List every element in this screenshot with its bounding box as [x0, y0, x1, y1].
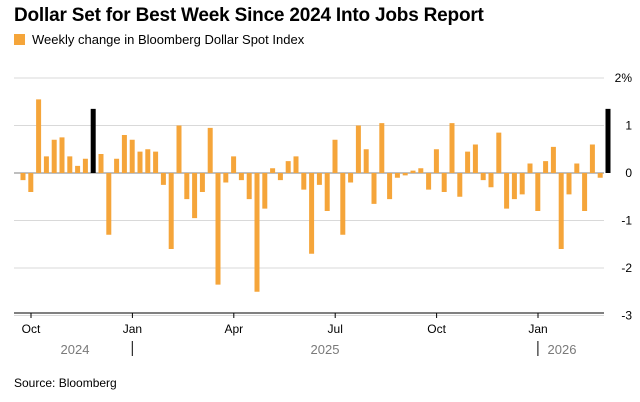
legend-label: Weekly change in Bloomberg Dollar Spot I…: [32, 32, 305, 47]
y-tick-label: -1: [621, 214, 632, 228]
bar: [36, 99, 42, 173]
bar: [426, 173, 432, 190]
bar: [496, 132, 502, 173]
year-label: 2025: [311, 342, 340, 357]
bar: [363, 149, 369, 173]
x-tick-label: Jan: [123, 322, 142, 336]
highlight-bar: [90, 108, 96, 173]
bar: [433, 149, 439, 173]
bar: [59, 137, 65, 173]
bar: [543, 161, 549, 173]
bar: [114, 158, 120, 173]
bar: [262, 173, 268, 209]
bar: [410, 170, 416, 173]
x-tick-label: Jan: [528, 322, 547, 336]
bar: [223, 173, 229, 183]
bar: [348, 173, 354, 183]
bar: [558, 173, 564, 249]
bar: [519, 173, 525, 195]
bar: [550, 146, 556, 173]
y-tick-label: -3: [621, 309, 632, 323]
bar: [145, 149, 151, 173]
year-label: 2026: [548, 342, 577, 357]
bar: [355, 125, 361, 173]
legend: Weekly change in Bloomberg Dollar Spot I…: [14, 32, 304, 47]
bar: [82, 158, 88, 173]
year-label: 2024: [61, 342, 90, 357]
bar: [582, 173, 588, 211]
bar: [153, 151, 159, 173]
chart-title: Dollar Set for Best Week Since 2024 Into…: [14, 5, 484, 26]
bar: [106, 173, 112, 235]
bar: [238, 173, 244, 181]
bar: [324, 173, 330, 211]
bar: [67, 156, 73, 173]
bar: [121, 135, 127, 173]
bar: [192, 173, 198, 219]
bar: [589, 144, 595, 173]
source-note: Source: Bloomberg: [14, 376, 117, 390]
bar: [394, 173, 400, 178]
bar: [511, 173, 517, 200]
bar: [176, 125, 182, 173]
bar: [457, 173, 463, 197]
bar: [231, 156, 237, 173]
bar: [51, 139, 57, 173]
bar: [371, 173, 377, 204]
bar: [387, 173, 393, 200]
bar: [301, 173, 307, 190]
bar: [418, 168, 424, 173]
bar: [504, 173, 510, 209]
bar: [480, 173, 486, 181]
bar: [488, 173, 494, 188]
bar: [316, 173, 322, 185]
x-tick-label: Jul: [328, 322, 343, 336]
y-tick-label: 0: [625, 166, 632, 180]
bar: [441, 173, 447, 192]
bar: [184, 173, 190, 200]
bar: [566, 173, 572, 195]
bar: [465, 151, 471, 173]
bar: [254, 173, 260, 292]
x-tick-label: Apr: [224, 322, 243, 336]
bar: [199, 173, 205, 192]
highlight-bar: [605, 108, 611, 173]
bar: [207, 127, 213, 173]
bar: [98, 154, 104, 173]
bar: [527, 163, 533, 173]
bar: [449, 123, 455, 173]
bar: [402, 173, 408, 176]
y-tick-label: 2%: [615, 71, 633, 85]
bar: [137, 151, 143, 173]
bar: [75, 165, 81, 173]
x-tick-label: Oct: [427, 322, 446, 336]
bar: [28, 173, 34, 192]
bar: [309, 173, 315, 254]
bar: [20, 173, 26, 181]
bar: [340, 173, 346, 235]
bar: [285, 161, 291, 173]
bar: [270, 168, 276, 173]
bar: [597, 173, 603, 178]
bar: [293, 156, 299, 173]
bar: [129, 139, 135, 173]
bar: [535, 173, 541, 211]
bar: [246, 173, 252, 200]
bar: [160, 173, 166, 185]
bar: [277, 173, 283, 181]
legend-swatch: [14, 34, 25, 45]
bar: [472, 144, 478, 173]
bar: [379, 123, 385, 173]
bar: [574, 163, 580, 173]
y-tick-label: -2: [621, 261, 632, 275]
x-tick-label: Oct: [22, 322, 41, 336]
bar: [168, 173, 174, 249]
bar: [332, 139, 338, 173]
y-tick-label: 1: [625, 119, 632, 133]
bar: [43, 156, 49, 173]
bar: [215, 173, 221, 285]
